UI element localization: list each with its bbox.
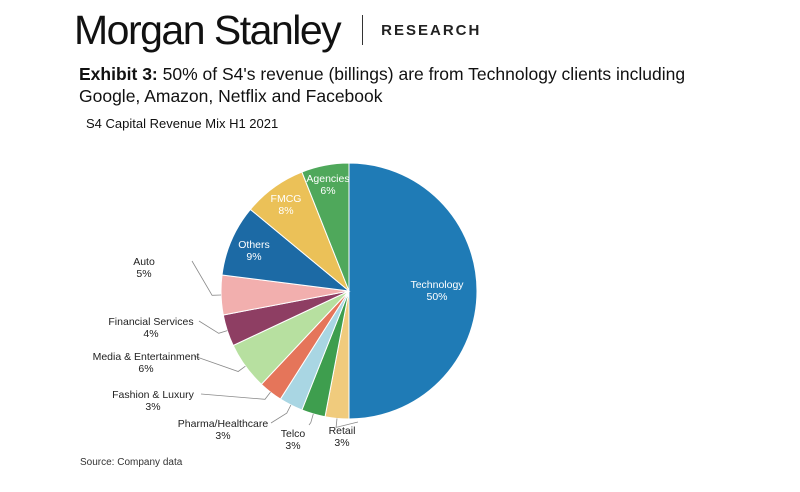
slice-label-retail: Retail 3% <box>329 425 356 449</box>
leader-line-pharma-healthcare <box>270 404 292 424</box>
slice-label-media-entertainment: Media & Entertainment 6% <box>93 351 200 375</box>
exhibit-heading: Exhibit 3: 50% of S4's revenue (billings… <box>79 63 719 107</box>
slice-label-telco: Telco 3% <box>281 428 306 452</box>
pie-slice-agencies <box>301 162 350 292</box>
slice-label-agencies: Agencies 6% <box>306 173 349 197</box>
chart-title: S4 Capital Revenue Mix H1 2021 <box>86 116 279 131</box>
brand-logo: Morgan Stanley <box>74 7 342 53</box>
leader-line-telco <box>308 413 314 426</box>
slice-label-auto: Auto 5% <box>133 256 155 280</box>
leader-line-fashion-luxury <box>200 391 271 400</box>
brand-divider <box>362 15 364 45</box>
leader-line-media-entertainment <box>193 355 246 372</box>
pie-slice-technology <box>348 162 478 420</box>
exhibit-label: Exhibit 3: <box>79 64 158 84</box>
slice-label-fmcg: FMCG 8% <box>271 193 302 217</box>
leader-line-financial-services <box>198 320 228 334</box>
leader-line-retail <box>335 418 359 428</box>
exhibit-text: 50% of S4's revenue (billings) are from … <box>79 64 686 106</box>
leader-line-auto <box>191 260 222 296</box>
brand-header: Morgan Stanley RESEARCH <box>74 4 481 56</box>
slice-label-technology: Technology 50% <box>410 279 464 303</box>
slice-label-others: Others 9% <box>238 239 270 263</box>
brand-tag: RESEARCH <box>381 21 482 39</box>
slice-label-pharma-healthcare: Pharma/Healthcare 3% <box>178 418 269 442</box>
slice-label-financial-services: Financial Services 4% <box>108 316 193 340</box>
source-note: Source: Company data <box>80 457 183 468</box>
slice-label-fashion-luxury: Fashion & Luxury 3% <box>112 389 194 413</box>
